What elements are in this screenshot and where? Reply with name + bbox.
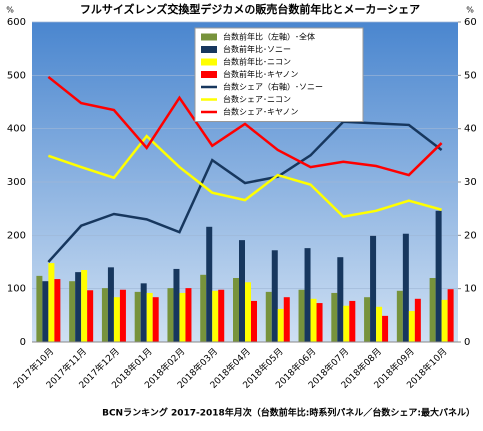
bar	[265, 291, 272, 342]
legend-label: 台数前年比･ソニー	[223, 44, 291, 54]
bar	[87, 290, 94, 342]
bar	[343, 305, 350, 342]
bar	[107, 267, 114, 342]
bar	[414, 298, 421, 342]
legend-label: 台数前年比（左軸）･全体	[223, 32, 315, 42]
bar	[54, 279, 61, 342]
bar	[429, 278, 436, 342]
bar	[271, 250, 278, 342]
bar	[185, 288, 192, 342]
bar	[283, 297, 290, 342]
bar	[441, 299, 448, 342]
y2-tick-label: 40	[464, 124, 477, 135]
bar	[146, 292, 153, 342]
bar	[140, 283, 147, 342]
bar	[75, 272, 82, 342]
bar	[48, 263, 55, 342]
bar	[218, 289, 225, 342]
y-tick-label: 200	[7, 230, 26, 241]
legend: 台数前年比（左軸）･全体台数前年比･ソニー台数前年比･ニコン台数前年比･キヤノン…	[194, 27, 364, 122]
legend-box	[194, 27, 364, 122]
y2-tick-label: 0	[464, 337, 470, 348]
bar	[173, 268, 180, 342]
bar	[36, 275, 43, 342]
bar	[277, 308, 284, 342]
line-series	[47, 75, 443, 177]
bar	[134, 291, 141, 342]
bar	[81, 270, 88, 342]
y2-tick-label: 20	[464, 230, 477, 241]
y2-axis-label: %	[466, 6, 474, 15]
y-tick-label: 100	[7, 284, 26, 295]
line-series	[47, 120, 443, 263]
bar	[447, 289, 454, 342]
bar	[402, 233, 409, 342]
y-tick-label: 300	[7, 177, 26, 188]
bar	[331, 292, 338, 342]
bar	[382, 315, 389, 342]
y-tick-label: 400	[7, 124, 26, 135]
legend-label: 台数前年比･ニコン	[223, 57, 291, 67]
y-tick-label: 0	[20, 337, 26, 348]
bar	[233, 278, 239, 342]
bar	[251, 300, 257, 342]
bar	[408, 311, 415, 342]
bar	[200, 274, 207, 342]
source-note: BCNランキング 2017-2018年月次（台数前年比:時系列パネル／台数シェア…	[102, 407, 475, 419]
bar	[370, 235, 377, 342]
legend-label: 台数前年比･キヤノン	[223, 69, 298, 79]
bar	[239, 240, 245, 342]
bar	[206, 226, 213, 342]
line-series	[47, 134, 442, 219]
bar	[364, 297, 371, 342]
legend-swatch	[201, 71, 217, 78]
legend-swatch	[201, 33, 217, 41]
bar	[152, 297, 159, 342]
y-tick-label: 600	[7, 17, 26, 28]
bar	[310, 298, 317, 342]
legend-swatch	[201, 46, 217, 53]
bar	[298, 289, 305, 342]
bar	[376, 306, 383, 342]
y2-tick-label: 30	[464, 177, 477, 188]
bar	[69, 281, 76, 342]
legend-swatch	[201, 58, 217, 66]
bar	[212, 290, 219, 342]
bar	[113, 297, 120, 342]
bar	[101, 288, 108, 342]
bar	[435, 210, 442, 342]
legend-label: 台数シェア･キヤノン	[223, 107, 298, 117]
bar	[119, 289, 126, 342]
legend-label: 台数シェア･ニコン	[223, 94, 291, 104]
bar	[42, 281, 49, 342]
bar	[245, 282, 251, 342]
bar	[304, 248, 311, 342]
bar	[337, 257, 344, 342]
bar	[396, 290, 403, 342]
y-tick-label: 500	[7, 70, 26, 81]
bar	[349, 300, 356, 342]
legend-label: 台数シェア（右軸）･ソニー	[223, 82, 323, 92]
y2-tick-label: 50	[464, 70, 477, 81]
y2-tick-label: 10	[464, 284, 477, 295]
bar	[316, 303, 323, 342]
bar	[179, 292, 186, 342]
chart-title: フルサイズレンズ交換型デジカメの販売台数前年比とメーカーシェア	[80, 2, 420, 16]
y-axis-label: %	[6, 6, 14, 15]
y2-tick-label: 60	[464, 17, 477, 28]
bar	[167, 288, 174, 342]
